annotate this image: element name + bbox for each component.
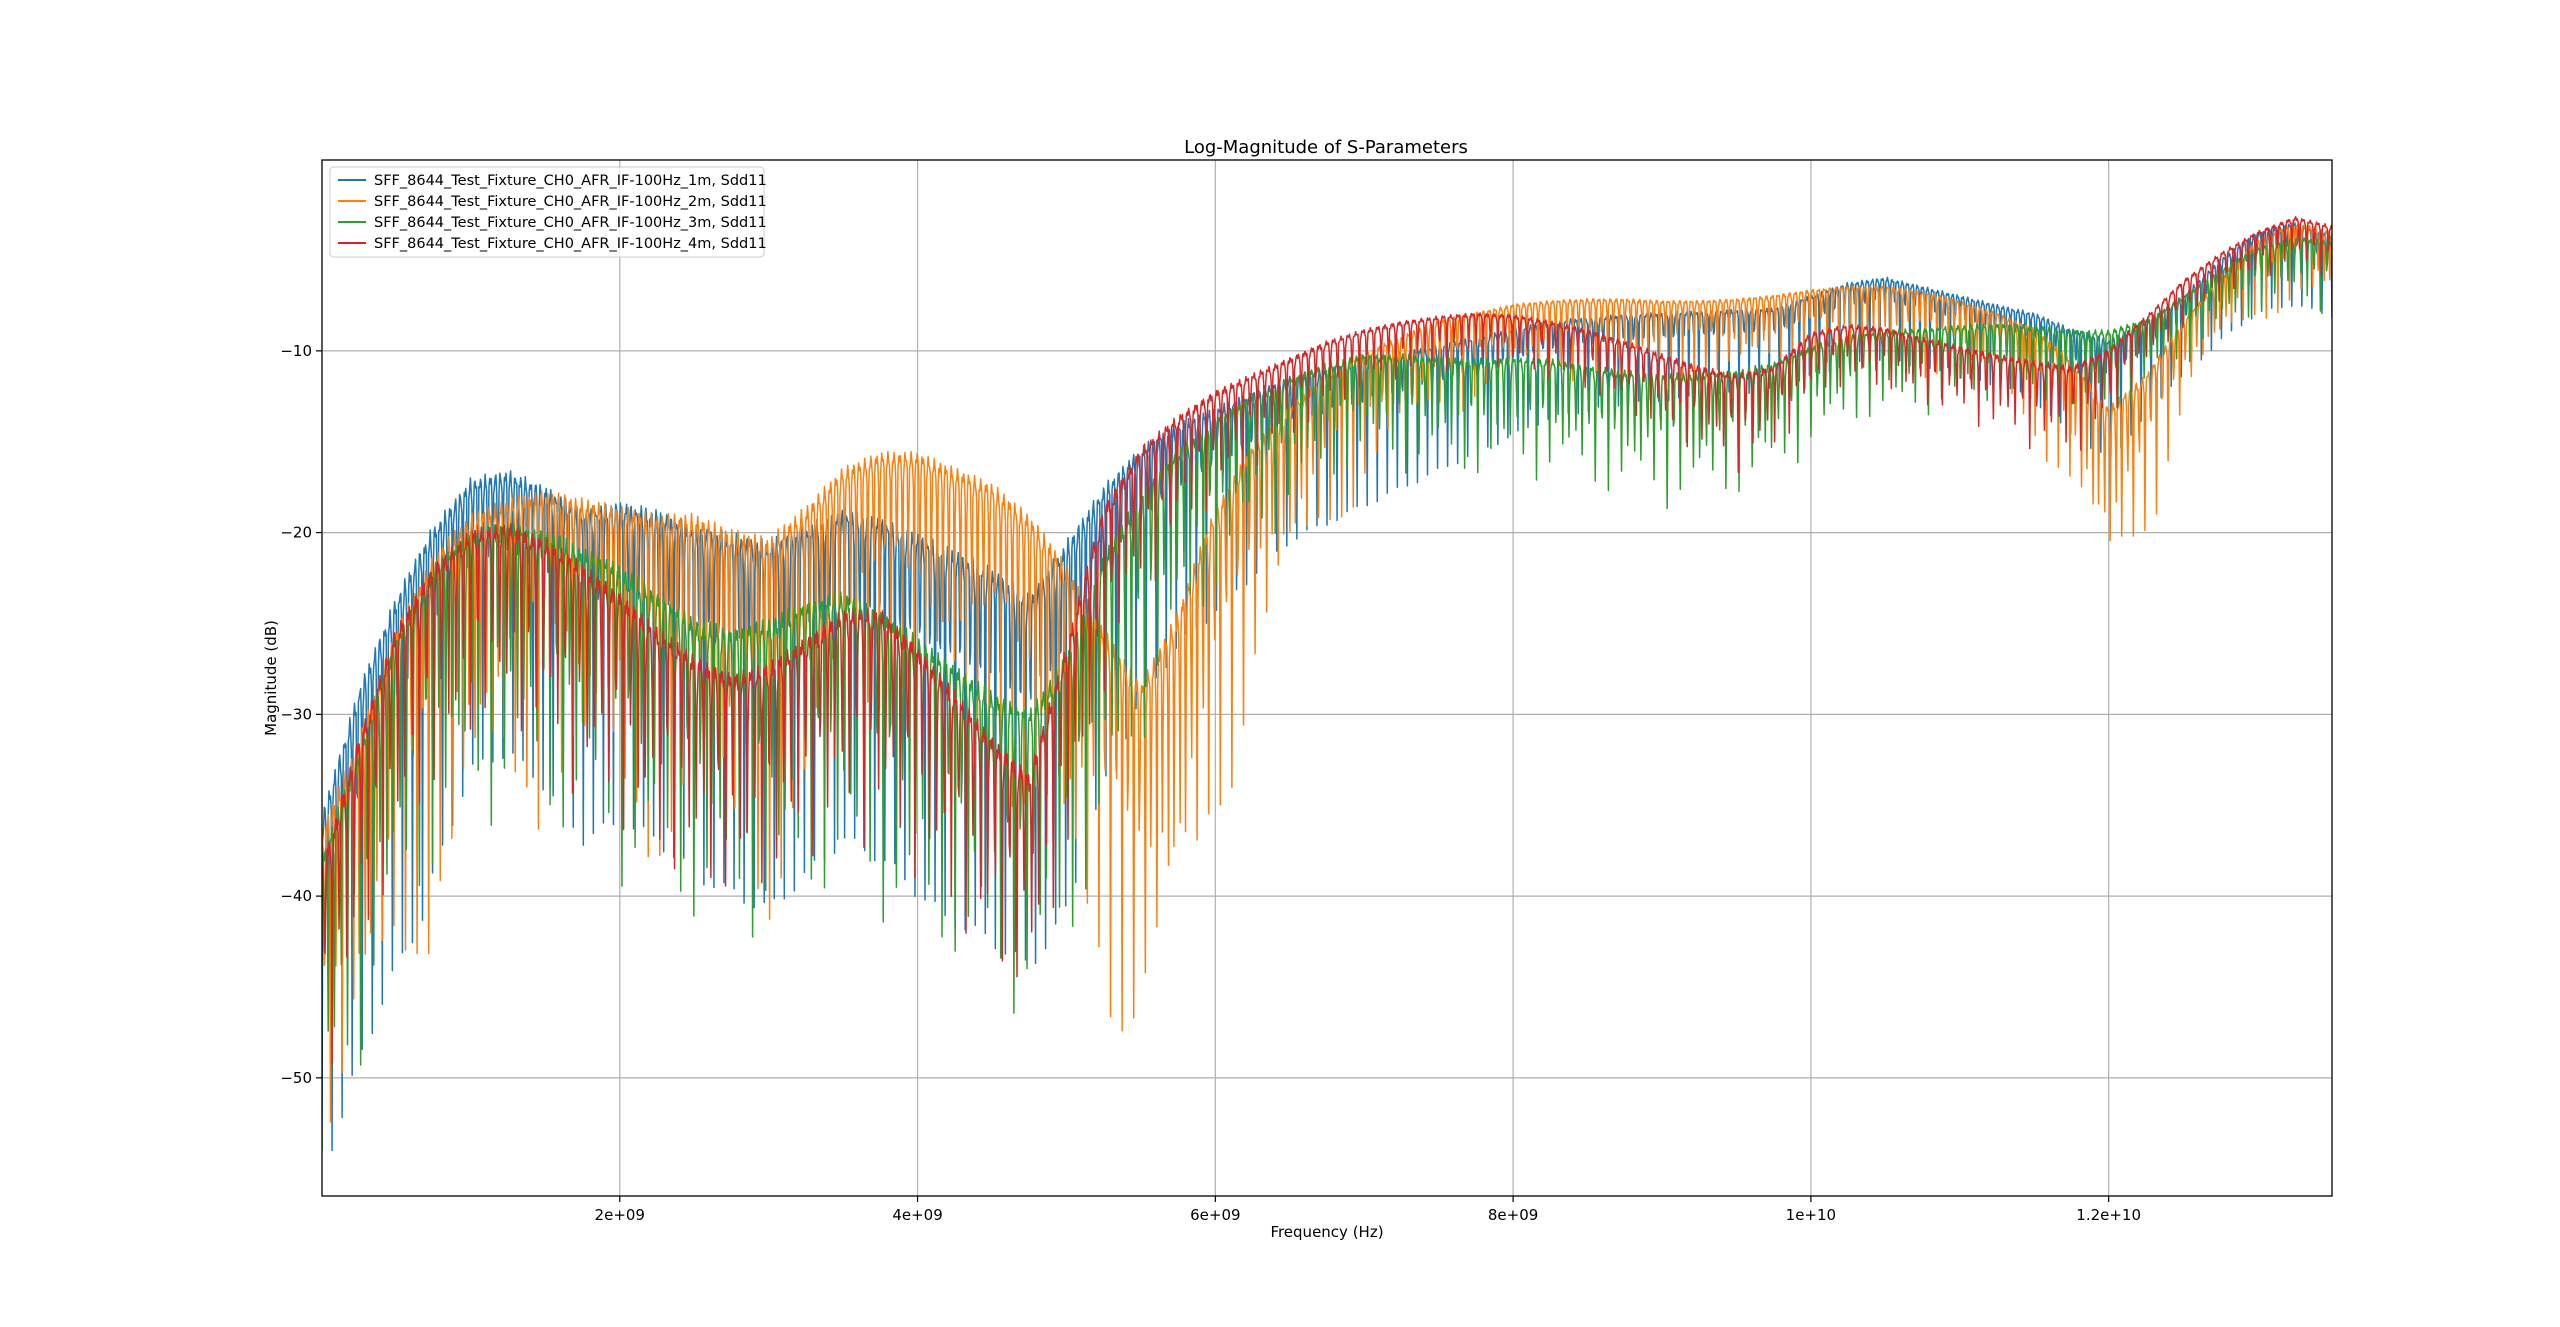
series-lines xyxy=(322,216,2332,1152)
y-axis-title: Magnitude (dB) xyxy=(262,620,280,736)
legend-box xyxy=(329,166,765,258)
plot-frame xyxy=(321,159,2333,1197)
legend-entry-label: SFF_8644_Test_Fixture_CH0_AFR_IF-100Hz_2… xyxy=(374,194,767,210)
y-axis: −10 −20 −30 −40 −50 xyxy=(280,342,322,1087)
y-tick-label: −30 xyxy=(280,705,312,723)
x-tick-label: 8e+09 xyxy=(1488,1206,1538,1224)
y-tick-label: −50 xyxy=(280,1069,312,1087)
x-tick-label: 6e+09 xyxy=(1190,1206,1240,1224)
x-tick-label: 1e+10 xyxy=(1786,1206,1836,1224)
legend-entry-label: SFF_8644_Test_Fixture_CH0_AFR_IF-100Hz_4… xyxy=(374,236,767,252)
legend-entry-label: SFF_8644_Test_Fixture_CH0_AFR_IF-100Hz_3… xyxy=(374,215,767,231)
y-tick-label: −40 xyxy=(280,887,312,905)
x-axis: 2e+09 4e+09 6e+09 8e+09 1e+10 1.2e+10 xyxy=(595,1196,2141,1224)
plot-area xyxy=(321,159,2333,1197)
x-tick-label: 1.2e+10 xyxy=(2076,1206,2141,1224)
series-line xyxy=(322,236,2332,1066)
y-tick-label: −10 xyxy=(280,342,312,360)
x-tick-label: 4e+09 xyxy=(892,1206,942,1224)
plot-background xyxy=(322,160,2332,1196)
x-axis-title: Frequency (Hz) xyxy=(1270,1223,1383,1241)
chart-title: Log-Magnitude of S-Parameters xyxy=(1184,137,1468,158)
y-tick-label: −20 xyxy=(280,524,312,542)
series-line xyxy=(322,216,2332,1065)
legend: SFF_8644_Test_Fixture_CH0_AFR_IF-100Hz_1… xyxy=(329,166,767,258)
x-tick-label: 2e+09 xyxy=(595,1206,645,1224)
legend-entry-label: SFF_8644_Test_Fixture_CH0_AFR_IF-100Hz_1… xyxy=(374,173,767,189)
